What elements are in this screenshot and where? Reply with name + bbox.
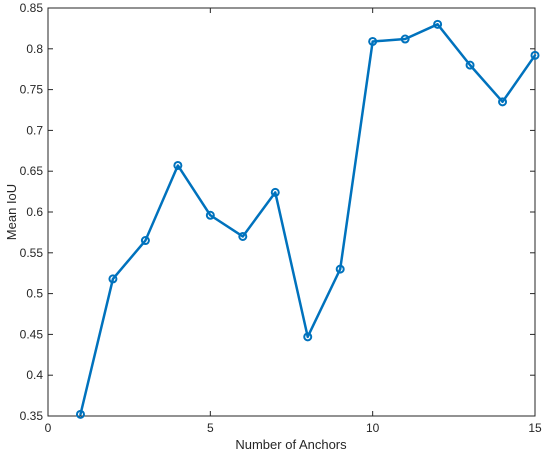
data-point xyxy=(400,34,410,44)
x-tick-label: 10 xyxy=(366,421,380,435)
y-tick-label: 0.55 xyxy=(20,246,44,260)
x-tick-label: 0 xyxy=(45,421,52,435)
data-point xyxy=(205,210,215,220)
data-point xyxy=(498,97,508,107)
y-axis-ticks: 0.35 0.4 0.45 0.5 0.55 0.6 0.65 0.7 0.75 0.8 0.85 xyxy=(20,1,535,423)
y-tick-label: 0.8 xyxy=(26,42,43,56)
y-tick-label: 0.85 xyxy=(20,1,44,15)
y-tick-label: 0.45 xyxy=(20,327,44,341)
x-axis-label: Number of Anchors xyxy=(235,437,347,452)
x-axis-ticks: 0 5 10 15 xyxy=(45,8,542,435)
y-tick-label: 0.6 xyxy=(26,205,43,219)
data-point xyxy=(140,236,150,246)
data-point xyxy=(108,274,118,284)
data-point xyxy=(303,332,313,342)
data-point xyxy=(433,19,443,29)
data-point xyxy=(465,60,475,70)
y-axis-label: Mean IoU xyxy=(4,184,19,240)
data-point xyxy=(270,187,280,197)
data-point xyxy=(368,36,378,46)
y-tick-label: 0.65 xyxy=(20,164,44,178)
y-tick-label: 0.75 xyxy=(20,83,44,97)
series-layer xyxy=(75,19,540,419)
data-point xyxy=(238,231,248,241)
y-tick-label: 0.5 xyxy=(26,287,43,301)
y-tick-label: 0.7 xyxy=(26,123,43,137)
y-tick-label: 0.4 xyxy=(26,368,43,382)
x-tick-label: 5 xyxy=(207,421,214,435)
series-line xyxy=(79,23,537,416)
plot-area xyxy=(47,7,536,417)
data-point xyxy=(335,264,345,274)
y-tick-label: 0.35 xyxy=(20,409,44,423)
data-point xyxy=(75,409,85,419)
data-point xyxy=(173,160,183,170)
data-point xyxy=(530,50,540,60)
x-tick-label: 15 xyxy=(528,421,542,435)
